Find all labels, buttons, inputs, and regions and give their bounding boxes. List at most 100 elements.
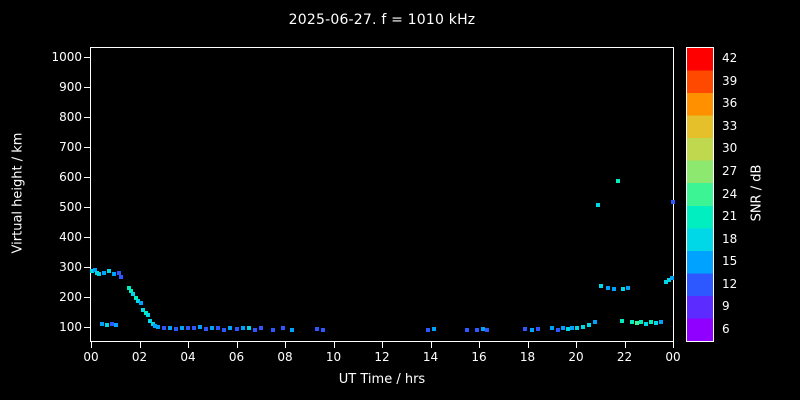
- x-tick-mark: [673, 342, 674, 348]
- colorbar-tick-label: 12: [722, 276, 738, 291]
- data-point: [99, 321, 104, 326]
- data-point: [161, 326, 166, 330]
- data-point: [228, 326, 233, 330]
- data-point: [90, 269, 95, 273]
- data-point: [216, 326, 221, 330]
- y-tick-label: 800: [59, 109, 82, 124]
- data-point: [126, 285, 131, 290]
- data-point: [210, 326, 215, 330]
- colorbar-tick-label: 42: [722, 51, 738, 66]
- data-point: [258, 326, 263, 330]
- x-tick-label: 14: [422, 350, 439, 364]
- x-tick-mark: [382, 342, 383, 348]
- data-point: [116, 270, 121, 275]
- colorbar-tick-label: 33: [722, 118, 738, 133]
- data-point: [654, 320, 659, 325]
- x-tick-label: 08: [277, 350, 293, 364]
- data-point: [644, 321, 649, 326]
- data-point: [145, 312, 150, 317]
- x-axis-label: UT Time / hrs: [338, 372, 426, 387]
- data-point: [141, 308, 146, 312]
- data-point: [314, 326, 319, 331]
- x-tick-label: 00: [83, 350, 99, 364]
- colorbar-tick-label: 27: [722, 163, 738, 178]
- x-tick-label: 16: [471, 350, 487, 364]
- x-tick-mark: [188, 342, 189, 348]
- colorbar-tick-label: 15: [722, 254, 738, 269]
- data-point: [240, 326, 245, 330]
- y-tick-label: 700: [59, 139, 82, 154]
- x-tick-mark: [236, 342, 238, 348]
- y-tick-label: 1000: [51, 49, 82, 64]
- data-point: [222, 327, 227, 332]
- y-tick-label: 500: [59, 200, 82, 214]
- data-point: [485, 327, 490, 332]
- data-point: [593, 320, 598, 324]
- y-tick-mark: [84, 56, 90, 58]
- data-point: [658, 320, 663, 324]
- y-tick-mark: [84, 327, 90, 328]
- data-point: [626, 285, 631, 290]
- colorbar-tick-label: 21: [722, 209, 738, 224]
- y-tick-mark: [84, 146, 90, 148]
- data-point: [549, 326, 554, 330]
- data-point: [560, 326, 565, 330]
- data-point: [97, 272, 102, 276]
- data-point: [107, 269, 112, 273]
- data-point: [148, 318, 153, 323]
- data-point: [92, 267, 97, 272]
- data-point: [192, 326, 197, 330]
- data-point: [581, 324, 586, 329]
- x-tick-mark: [624, 342, 626, 348]
- colorbar-tick-label: 36: [722, 96, 738, 111]
- data-point: [133, 296, 138, 300]
- data-point: [555, 327, 560, 332]
- data-point: [155, 324, 160, 329]
- data-point: [480, 326, 485, 331]
- data-point: [605, 285, 610, 290]
- colorbar-tick-label: 6: [722, 321, 730, 336]
- x-tick-label: 04: [180, 350, 196, 364]
- data-point: [104, 323, 109, 327]
- x-tick-label: 02: [131, 350, 148, 364]
- x-tick-label: 10: [325, 350, 342, 364]
- x-tick-label: 18: [519, 350, 536, 364]
- colorbar-tick-label: 9: [722, 299, 730, 314]
- data-point: [234, 326, 239, 331]
- plot-area: [90, 47, 675, 342]
- data-point: [611, 287, 616, 291]
- colorbar-tick-label: 18: [722, 231, 738, 246]
- x-tick-label: 00: [665, 350, 681, 364]
- data-point: [246, 326, 251, 330]
- data-point: [530, 327, 535, 332]
- y-tick-mark: [84, 237, 90, 238]
- x-tick-label: 06: [228, 350, 245, 364]
- data-point: [138, 300, 143, 305]
- colorbar-label-text: SNR / dB: [749, 164, 765, 222]
- data-point: [620, 318, 625, 323]
- data-point: [667, 278, 672, 282]
- data-point: [143, 311, 148, 315]
- data-point: [621, 287, 626, 291]
- data-point: [290, 327, 295, 332]
- data-point: [575, 326, 580, 330]
- x-tick-mark: [479, 342, 480, 348]
- data-point: [587, 323, 592, 327]
- data-point: [114, 323, 119, 327]
- data-point: [150, 321, 155, 326]
- y-tick-mark: [84, 176, 90, 178]
- data-point: [320, 327, 325, 332]
- data-point: [102, 270, 107, 275]
- data-point: [280, 326, 285, 330]
- y-tick-label: 200: [59, 290, 82, 304]
- data-point: [95, 270, 100, 275]
- data-point: [432, 326, 437, 331]
- x-tick-mark: [285, 342, 286, 348]
- data-point: [599, 284, 604, 288]
- data-point: [252, 327, 257, 332]
- data-point: [523, 326, 528, 331]
- data-point: [136, 299, 141, 303]
- data-point: [629, 320, 634, 324]
- data-point: [198, 325, 203, 330]
- colorbar-tick-label: 24: [722, 186, 738, 201]
